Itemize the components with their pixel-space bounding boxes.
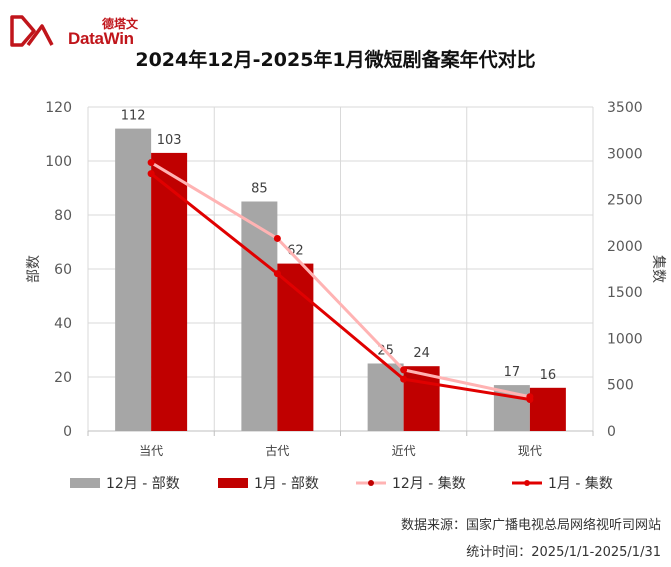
y-right-tick-label: 3000 [607,146,643,162]
y-right-axis-title: 集数 [650,255,667,283]
line-point [147,170,155,178]
line-point [273,234,281,242]
legend-line-pink-icon [356,480,386,486]
legend-swatch-red [218,478,248,488]
y-right-tick-label: 1000 [607,331,643,347]
y-left-tick-label: 40 [54,316,72,332]
legend-item-jan-episodes: 1月 - 集数 [512,473,613,493]
y-right-tick-label: 2500 [607,193,643,209]
y-left-axis-title: 部数 [26,255,42,283]
brand-name-en: DataWin [68,29,134,48]
legend-swatch-gray [70,478,100,488]
y-left-tick-label: 60 [54,262,72,278]
bar-value-label: 103 [157,133,182,148]
y-left-tick-label: 0 [63,424,72,440]
x-tick-label: 近代 [392,444,416,458]
bar [151,152,188,431]
y-right-tick-label: 2000 [607,239,643,255]
y-right-tick-label: 3500 [607,100,643,116]
y-left-tick-label: 100 [45,154,72,170]
line-point [400,375,408,383]
legend-item-dec-count: 12月 - 部数 [70,473,180,493]
legend-label: 1月 - 集数 [548,476,613,492]
legend-item-dec-episodes: 12月 - 集数 [356,473,466,493]
bar-value-label: 16 [540,368,557,383]
y-left-tick-label: 20 [54,370,72,386]
legend-label: 1月 - 部数 [254,476,319,492]
line-point [526,396,534,404]
y-left-tick-label: 80 [54,208,72,224]
data-source-note: 数据来源：国家广播电视总局网络视听司网站 [400,518,661,533]
legend-item-jan-count: 1月 - 部数 [218,473,319,493]
datawin-logo-icon [10,15,54,47]
statistics-period-note: 统计时间：2025/1/1-2025/1/31 [466,545,661,560]
y-right-tick-label: 500 [607,378,634,394]
bar-value-label: 112 [121,109,146,124]
bar-value-label: 17 [504,365,521,380]
combo-chart: 0 20 40 60 80 100 120 0 500 1000 1500 2000 2500 3000 3… [26,100,667,458]
chart-legend: 12月 - 部数 1月 - 部数 12月 - 集数 1月 - 集数 [0,473,671,493]
bar [529,387,566,431]
legend-label: 12月 - 部数 [106,476,180,492]
y-left-tick-label: 120 [45,100,72,116]
chart-title: 2024年12月-2025年1月微短剧备案年代对比 [135,49,536,71]
series-line [150,172,531,402]
legend-line-red-icon [512,480,542,486]
line-point [273,270,281,278]
bar-value-label: 85 [251,182,268,197]
legend-label: 12月 - 集数 [392,476,466,492]
x-tick-label: 现代 [518,444,542,458]
series-line [150,161,531,399]
line-point [400,366,408,374]
y-right-tick-label: 1500 [607,285,643,301]
line-point [147,159,155,167]
brand-logo: 德塔文 DataWin [8,14,158,50]
bar [241,201,278,431]
x-tick-label: 当代 [139,444,163,458]
bar [277,263,314,431]
x-tick-label: 古代 [265,443,289,458]
bar-value-label: 24 [413,346,430,361]
bar [115,128,152,431]
y-right-tick-label: 0 [607,424,616,440]
brand-name-cn: 德塔文 [102,17,139,31]
